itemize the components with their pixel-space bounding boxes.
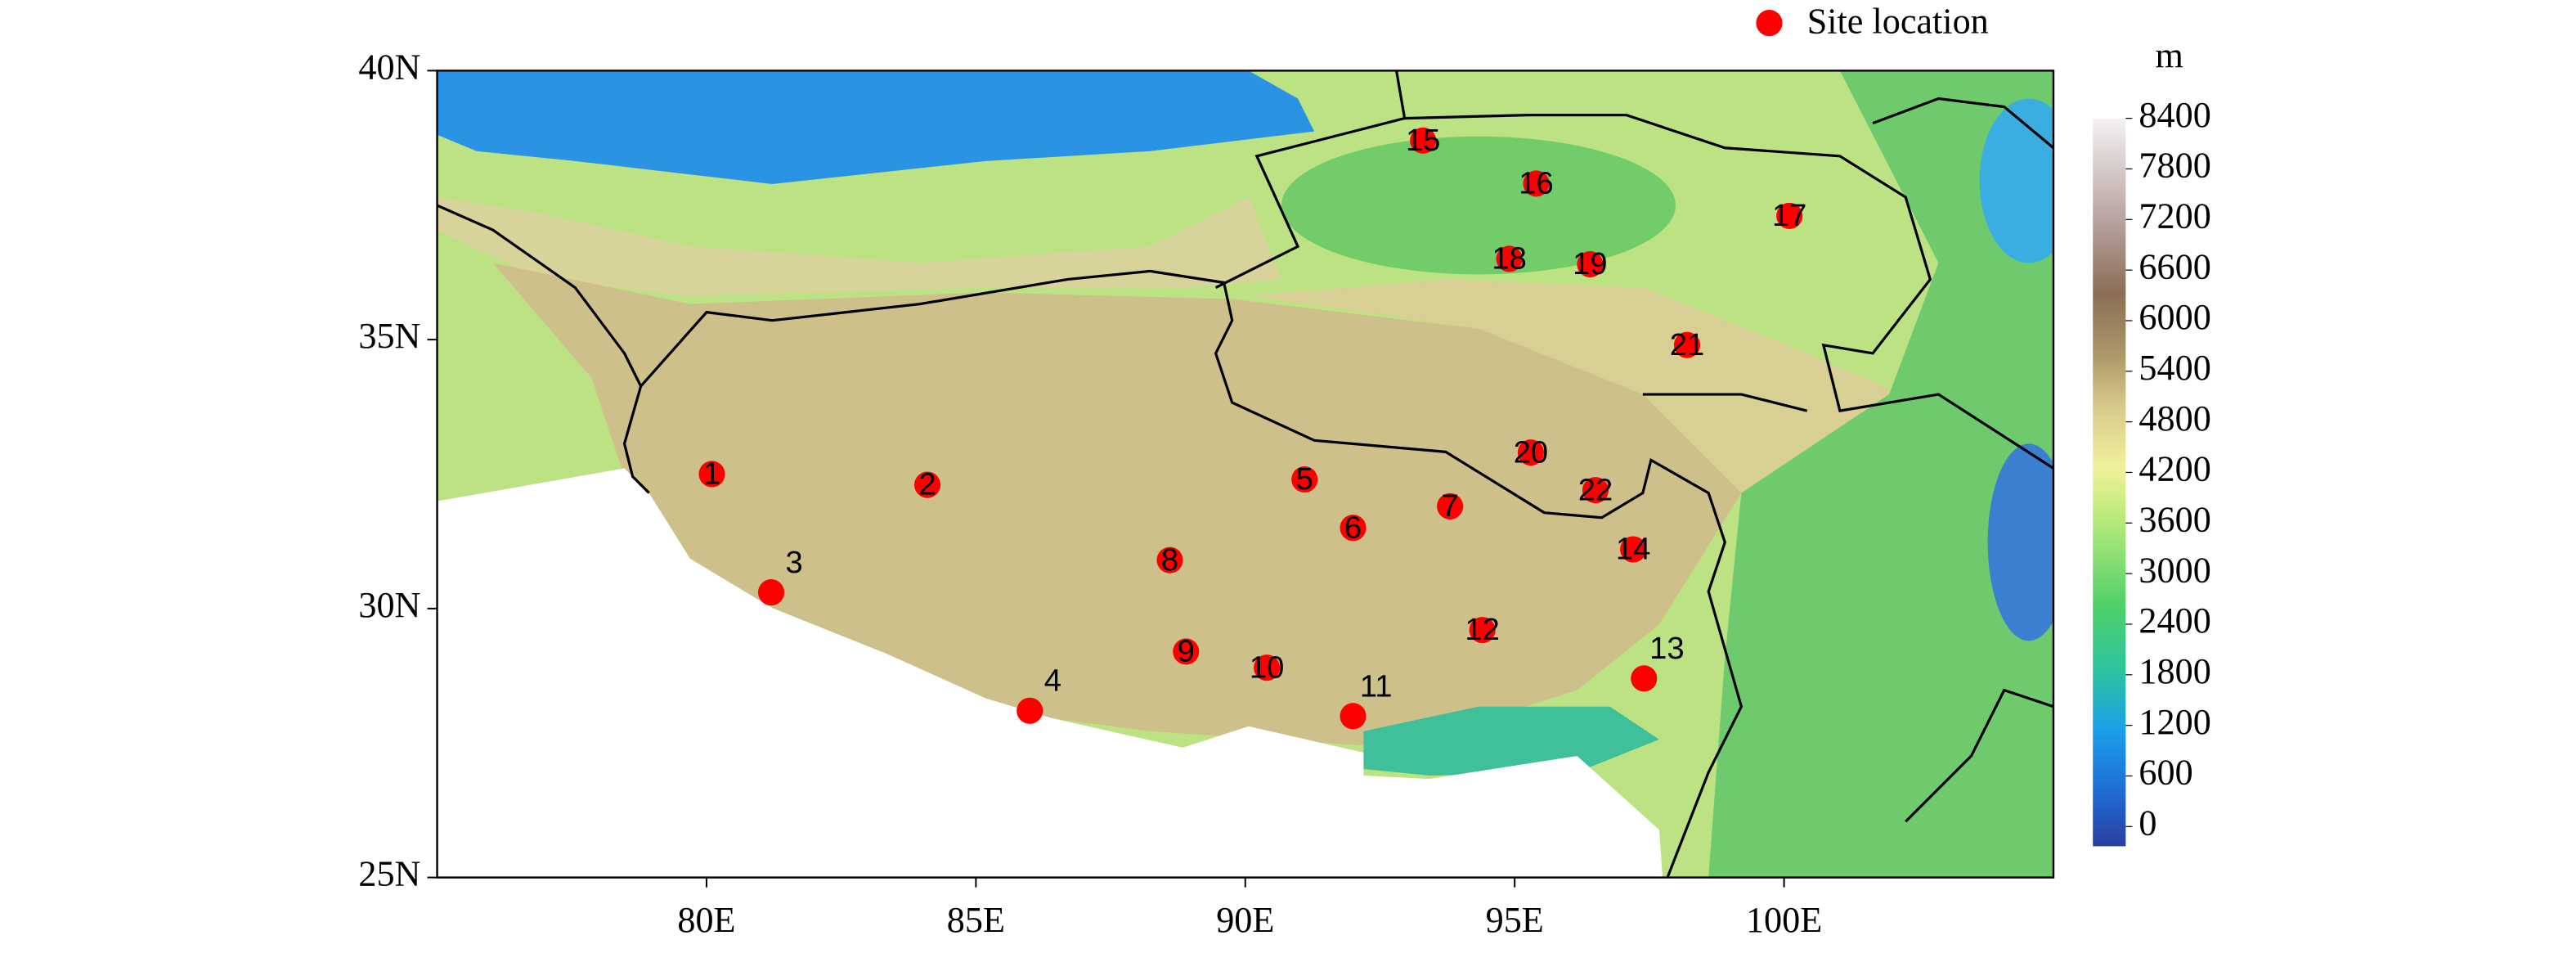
colorbar-tick-label: 6600 <box>2138 246 2210 286</box>
colorbar-tick-label: 1200 <box>2138 702 2210 742</box>
border-line <box>622 385 650 494</box>
colorbar-tick-label: 3600 <box>2138 499 2210 539</box>
site-marker <box>1016 697 1043 724</box>
site-label: 6 <box>1344 510 1362 545</box>
colorbar-tick-label: 2400 <box>2138 600 2210 641</box>
colorbar-tick-label: 1800 <box>2138 651 2210 691</box>
site-label: 18 <box>1492 241 1526 277</box>
y-tick-label: 40N <box>358 47 420 88</box>
site-marker <box>1340 703 1367 730</box>
border-line <box>1642 393 1808 412</box>
site-label: 12 <box>1465 612 1499 647</box>
y-tick-label: 35N <box>358 316 420 356</box>
site-marker <box>1577 250 1604 278</box>
site-label: 1 <box>703 457 720 492</box>
site-label: 19 <box>1573 246 1607 281</box>
colorbar-tick-label: 5400 <box>2138 348 2210 388</box>
colorbar-unit: m <box>2156 35 2183 75</box>
site-label: 14 <box>1616 532 1650 567</box>
site-label: 21 <box>1670 327 1704 362</box>
colorbar-tick-label: 3000 <box>2138 550 2210 590</box>
colorbar <box>2093 118 2126 847</box>
border-line <box>437 204 1744 878</box>
site-label: 5 <box>1296 461 1313 497</box>
site-label: 17 <box>1772 198 1806 233</box>
site-marker <box>1291 466 1318 493</box>
site-marker <box>1340 515 1367 542</box>
colorbar-tick-label: 7800 <box>2138 146 2210 186</box>
site-label: 2 <box>918 467 936 502</box>
site-label: 10 <box>1250 650 1284 685</box>
border-line <box>1905 688 2053 823</box>
y-tick-label: 25N <box>358 854 420 894</box>
site-marker <box>1410 127 1437 154</box>
colorbar-tick-label: 7200 <box>2138 196 2210 236</box>
site-marker <box>1631 665 1658 692</box>
site-label: 20 <box>1514 434 1548 470</box>
colorbar-tick-label: 6000 <box>2138 297 2210 337</box>
x-tick-label: 90E <box>1216 900 1274 940</box>
site-marker <box>1620 536 1647 563</box>
site-marker <box>1776 202 1803 229</box>
site-label: 22 <box>1578 472 1613 507</box>
colorbar-tick-label: 8400 <box>2138 95 2210 135</box>
legend-label: Site location <box>1807 1 1989 41</box>
site-label: 4 <box>1044 663 1061 699</box>
site-marker <box>914 471 941 498</box>
site-label: 16 <box>1519 166 1553 201</box>
site-label: 7 <box>1442 488 1459 524</box>
site-marker <box>698 461 725 488</box>
site-marker <box>1496 245 1523 272</box>
site-label: 13 <box>1649 631 1684 666</box>
border-line <box>1214 70 1407 289</box>
colorbar-tick-label: 600 <box>2138 753 2192 793</box>
site-marker <box>1156 546 1183 573</box>
site-marker <box>1437 492 1464 519</box>
borders <box>437 70 2053 878</box>
x-tick-label: 85E <box>947 900 1005 940</box>
legend-marker <box>1756 10 1783 37</box>
terrain <box>437 70 2053 878</box>
colorbar-tick-label: 4800 <box>2138 398 2210 439</box>
x-tick-label: 100E <box>1746 900 1822 940</box>
site-marker <box>757 579 785 606</box>
border-line <box>1872 97 2053 150</box>
site-marker <box>1517 439 1545 466</box>
border-line <box>1404 113 2053 470</box>
x-tick-label: 95E <box>1486 900 1544 940</box>
y-tick-label: 30N <box>358 585 420 625</box>
site-marker <box>1523 170 1550 197</box>
site-marker <box>1469 617 1496 644</box>
site-label: 15 <box>1406 123 1440 158</box>
site-marker <box>1254 654 1281 681</box>
site-marker <box>1173 638 1200 665</box>
site-marker <box>1582 477 1609 504</box>
colorbar-tick-label: 4200 <box>2138 449 2210 489</box>
site-label: 8 <box>1161 542 1178 578</box>
site-marker <box>1673 331 1701 358</box>
site-label: 11 <box>1360 668 1393 704</box>
site-label: 3 <box>786 545 803 580</box>
colorbar-tick-label: 0 <box>2138 803 2156 843</box>
x-tick-label: 80E <box>677 900 735 940</box>
site-label: 9 <box>1178 634 1195 669</box>
